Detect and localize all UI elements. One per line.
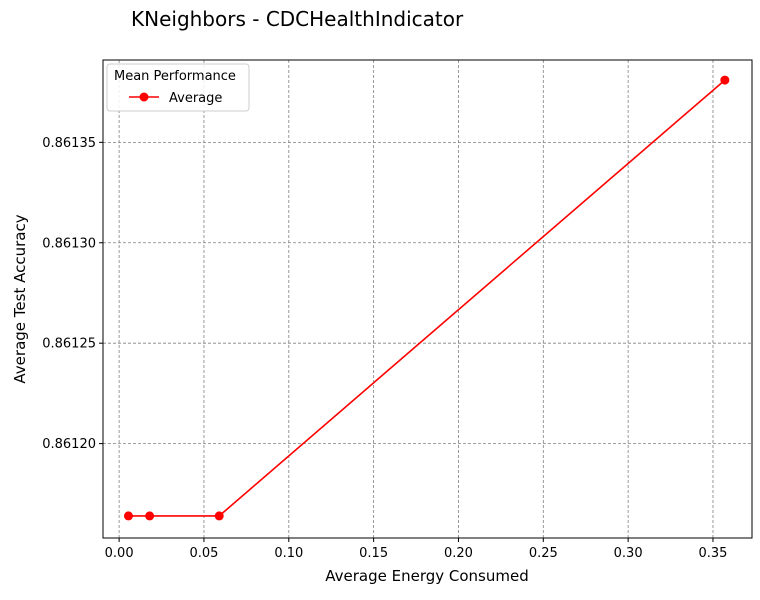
legend: Mean Performance Average — [106, 63, 250, 112]
x-tick-label: 0.20 — [444, 546, 473, 561]
plot-frame — [102, 59, 753, 539]
data-point — [720, 75, 730, 85]
data-point — [214, 511, 224, 521]
y-tick-label: 0.86125 — [42, 337, 96, 352]
chart-title: KNeighbors - CDCHealthIndicator — [131, 7, 464, 31]
data-point — [123, 511, 133, 521]
y-tick-label: 0.86130 — [42, 236, 96, 251]
y-axis-label: Average Test Accuracy — [11, 214, 29, 383]
legend-title: Mean Performance — [114, 69, 236, 84]
legend-marker-swatch — [139, 92, 149, 102]
y-axis: 0.86120 0.86125 0.86130 0.86135 — [42, 136, 103, 452]
x-tick-label: 0.15 — [359, 546, 388, 561]
x-tick-label: 0.30 — [614, 546, 643, 561]
x-axis-label: Average Energy Consumed — [325, 567, 529, 585]
x-tick-label: 0.05 — [189, 546, 218, 561]
grid — [103, 60, 752, 538]
series-line-average — [128, 79, 726, 517]
data-point — [145, 511, 155, 521]
x-tick-label: 0.10 — [274, 546, 303, 561]
x-tick-label: 0.00 — [105, 546, 134, 561]
x-tick-label: 0.35 — [698, 546, 727, 561]
y-tick-label: 0.86120 — [42, 437, 96, 452]
y-tick-label: 0.86135 — [42, 136, 96, 151]
x-tick-label: 0.25 — [529, 546, 558, 561]
legend-label: Average — [169, 91, 222, 106]
series-layer — [123, 75, 730, 521]
x-axis: 0.00 0.05 0.10 0.15 0.20 0.25 0.30 0.35 — [105, 538, 727, 561]
